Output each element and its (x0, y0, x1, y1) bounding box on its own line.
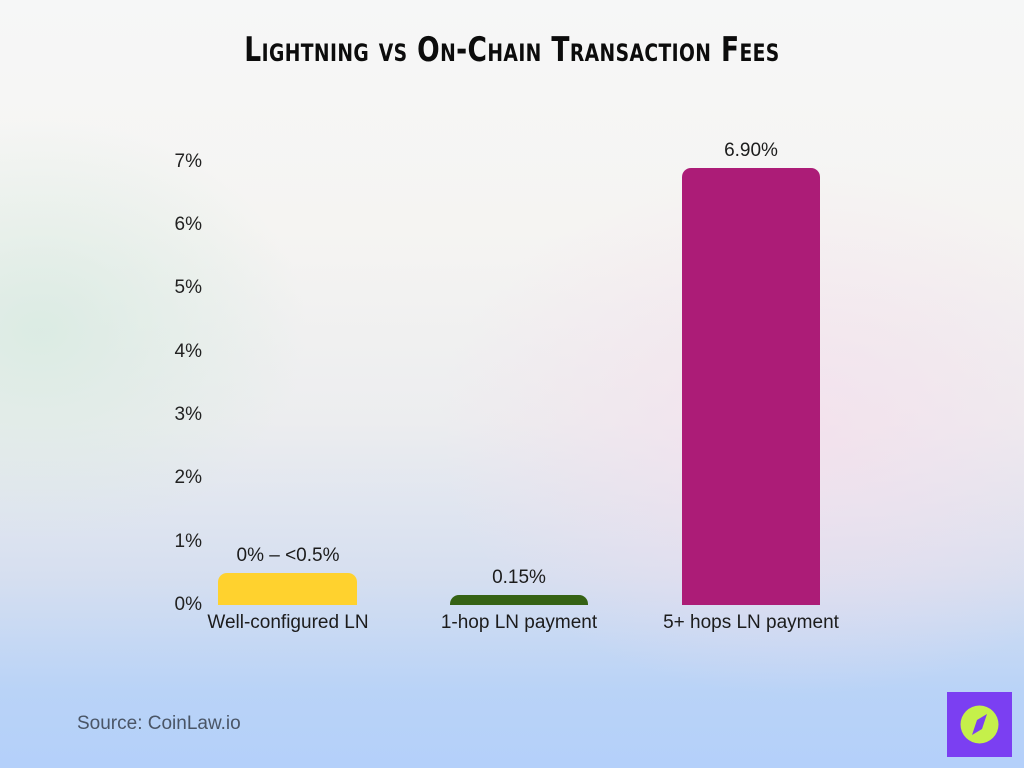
y-tick-6: 6% (174, 214, 202, 235)
value-label-1-hop-ln-payment: 0.15% (492, 567, 546, 589)
source-caption: Source: CoinLaw.io (77, 713, 241, 734)
x-label-1-hop-ln-payment: 1-hop LN payment (440, 612, 598, 633)
value-label-5-plus-hops-ln-payment: 6.90% (724, 139, 778, 161)
y-tick-7: 7% (174, 151, 202, 172)
y-tick-3: 3% (174, 404, 202, 425)
chart-title: Lightning vs On-Chain Transaction Fees (244, 30, 780, 70)
y-tick-4: 4% (174, 341, 202, 362)
value-label-well-configured-ln: 0% – <0.5% (236, 545, 340, 567)
y-tick-2: 2% (174, 467, 202, 488)
x-label-well-configured-ln: Well-configured LN (207, 612, 369, 633)
y-tick-0: 0% (174, 594, 202, 615)
compass-icon (947, 692, 1012, 757)
bar-1-hop-ln-payment (450, 595, 588, 605)
brand-logo (947, 692, 1012, 757)
y-tick-5: 5% (174, 277, 202, 298)
bar-5-plus-hops-ln-payment (682, 167, 820, 605)
y-tick-1: 1% (174, 531, 202, 552)
x-label-5-plus-hops-ln-payment: 5+ hops LN payment (663, 612, 839, 633)
bar-well-configured-ln (218, 573, 357, 605)
